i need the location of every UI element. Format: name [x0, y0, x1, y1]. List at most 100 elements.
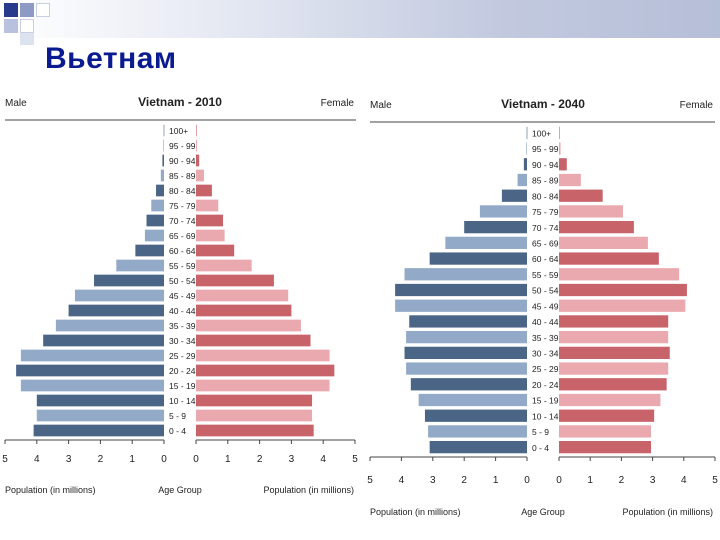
female-bar	[559, 126, 560, 139]
male-bar	[68, 304, 164, 317]
age-group-label: 45 - 49	[169, 291, 196, 301]
male-bar	[162, 154, 164, 167]
age-group-label: 100+	[532, 129, 551, 139]
female-bar	[196, 334, 311, 347]
age-group-label: 30 - 34	[169, 336, 196, 346]
female-bar	[559, 331, 669, 344]
left-tick-label: 4	[399, 475, 405, 486]
male-bar	[445, 236, 527, 249]
population-pyramid-2040: Male Vietnam - 2040 Female 0 - 4 5 - 9 10 - 1…	[367, 97, 718, 517]
female-bar	[559, 268, 680, 281]
male-bar	[55, 319, 164, 332]
right-series-label: Female	[321, 98, 355, 109]
chart-content: Male Vietnam - 2040 Female 0 - 4 5 - 9 10 - 1…	[367, 97, 718, 517]
male-bar	[36, 409, 164, 422]
female-bar	[559, 362, 669, 375]
age-group-label: 100+	[169, 126, 188, 136]
age-group-label: 40 - 44	[532, 317, 559, 327]
age-group-label: 70 - 74	[532, 223, 559, 233]
male-bar	[116, 259, 164, 272]
male-bar	[163, 139, 164, 152]
population-pyramid-2010: Male Vietnam - 2010 Female 0 - 4 5 - 9 10 - 1…	[2, 95, 358, 495]
age-group-label: 5 - 9	[532, 427, 549, 437]
female-bar	[559, 315, 669, 328]
age-group-label: 60 - 64	[532, 254, 559, 264]
age-group-label: 90 - 94	[532, 160, 559, 170]
age-group-label: 15 - 19	[169, 381, 196, 391]
age-group-label: 30 - 34	[532, 349, 559, 359]
male-bar	[395, 283, 527, 297]
left-series-label: Male	[370, 100, 392, 111]
chart-title: Vietnam - 2040	[501, 97, 585, 111]
decorative-squares	[0, 0, 60, 46]
age-group-label: 50 - 54	[532, 286, 559, 296]
male-bar	[526, 142, 527, 155]
male-bar	[464, 221, 527, 234]
age-group-label: 95 - 99	[169, 141, 196, 151]
age-group-label: 60 - 64	[169, 246, 196, 256]
right-tick-label: 5	[352, 454, 358, 465]
male-bar	[429, 441, 527, 454]
age-group-label: 35 - 39	[532, 333, 559, 343]
left-tick-label: 1	[129, 454, 135, 465]
female-bar	[196, 289, 289, 302]
female-bar	[559, 283, 687, 297]
left-tick-label: 3	[430, 475, 436, 486]
male-bar	[404, 346, 527, 359]
female-bar	[196, 304, 292, 317]
male-bar	[406, 331, 527, 344]
center-axis-label: Age Group	[158, 485, 202, 495]
age-group-label: 45 - 49	[532, 301, 559, 311]
female-bar	[196, 424, 314, 437]
female-bar	[196, 124, 197, 137]
male-bar	[20, 349, 165, 362]
left-axis-label: Population (in millions)	[5, 485, 96, 495]
left-tick-label: 2	[461, 475, 467, 486]
male-bar	[160, 169, 164, 182]
age-group-label: 75 - 79	[169, 201, 196, 211]
female-bar	[559, 189, 603, 202]
right-tick-label: 5	[712, 475, 718, 486]
female-bar	[196, 184, 212, 197]
female-bar	[196, 154, 200, 167]
right-tick-label: 2	[619, 475, 625, 486]
age-group-label: 85 - 89	[532, 176, 559, 186]
right-tick-label: 1	[225, 454, 231, 465]
age-group-label: 5 - 9	[169, 411, 186, 421]
female-bar	[196, 139, 197, 152]
female-bar	[559, 221, 634, 234]
right-tick-label: 3	[650, 475, 656, 486]
female-bar	[559, 142, 561, 155]
age-group-label: 85 - 89	[169, 171, 196, 181]
female-bar	[196, 409, 313, 422]
age-group-label: 20 - 24	[169, 366, 196, 376]
age-group-label: 40 - 44	[169, 306, 196, 316]
right-tick-label: 4	[681, 475, 687, 486]
male-bar	[151, 199, 164, 212]
right-tick-label: 0	[556, 475, 562, 486]
female-bar	[559, 299, 686, 312]
left-tick-label: 5	[367, 475, 373, 486]
age-group-label: 90 - 94	[169, 156, 196, 166]
female-bar	[196, 259, 252, 272]
female-bar	[196, 274, 274, 287]
age-group-label: 80 - 84	[169, 186, 196, 196]
female-bar	[196, 169, 204, 182]
left-tick-label: 0	[161, 454, 167, 465]
female-bar	[559, 173, 581, 187]
age-group-label: 65 - 69	[532, 239, 559, 249]
male-bar	[424, 409, 527, 422]
female-bar	[559, 409, 655, 422]
female-bar	[196, 244, 235, 257]
male-bar	[43, 334, 164, 347]
female-bar	[559, 425, 652, 438]
age-group-label: 75 - 79	[532, 207, 559, 217]
right-tick-label: 1	[587, 475, 593, 486]
right-axis-label: Population (in millions)	[622, 507, 713, 517]
age-group-label: 35 - 39	[169, 321, 196, 331]
male-bar	[94, 274, 164, 287]
male-bar	[428, 425, 527, 438]
male-bar	[163, 124, 165, 137]
male-bar	[20, 379, 165, 392]
right-tick-label: 0	[193, 454, 199, 465]
